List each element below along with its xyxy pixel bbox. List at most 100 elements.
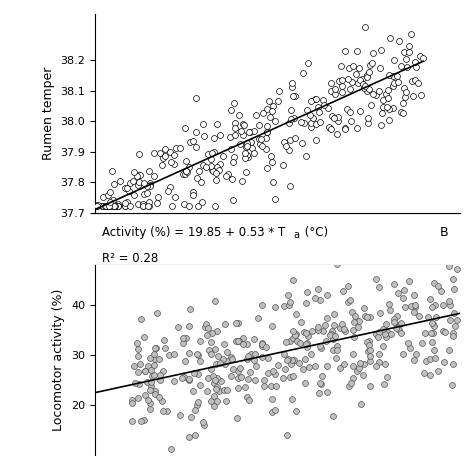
Point [302,340,310,348]
Point [440,358,448,366]
Point [136,360,144,367]
Point [317,381,324,388]
Point [421,329,429,337]
Point [336,77,343,85]
Point [292,331,299,339]
Point [405,277,413,284]
Point [144,203,152,210]
Point [151,172,158,180]
Point [311,294,319,301]
Point [399,294,407,302]
Point [286,374,294,381]
Point [192,128,200,136]
Point [231,119,239,127]
Point [135,394,142,401]
Point [324,292,331,299]
Point [189,137,197,145]
Point [172,193,179,201]
Point [202,320,210,328]
Point [221,360,229,367]
Point [211,203,219,210]
Point [246,369,254,376]
Point [196,357,203,365]
Point [155,393,163,401]
Point [211,345,219,353]
Y-axis label: Locomotor activity (%): Locomotor activity (%) [53,289,65,431]
Point [158,398,166,405]
Point [232,337,240,345]
Point [258,354,266,361]
Point [172,145,180,152]
Point [171,151,178,159]
Point [427,355,434,363]
Point [94,201,102,209]
Point [288,356,296,364]
Point [160,367,167,374]
Point [349,374,356,382]
Point [439,327,447,334]
Point [158,162,166,169]
Point [228,355,236,363]
Point [156,150,164,157]
Point [328,112,336,119]
Point [182,167,190,174]
Point [269,367,277,375]
Point [241,383,248,391]
Point [282,338,290,346]
Point [196,337,203,345]
Point [255,135,263,143]
Point [126,179,134,186]
Point [316,297,323,304]
Point [428,303,436,310]
Point [405,43,412,50]
Point [189,191,197,199]
Point [262,343,270,351]
Point [397,108,404,116]
Point [151,391,158,398]
Point [341,124,348,131]
Point [417,91,425,99]
Point [308,327,315,335]
Point [244,341,251,348]
Point [329,346,337,354]
Point [311,95,319,103]
Point [204,150,211,157]
Point [301,380,309,387]
Point [114,203,122,210]
Point [161,146,169,153]
Point [333,260,340,268]
Point [400,100,407,107]
Point [237,374,245,381]
Point [300,70,307,77]
Point [379,325,386,332]
Point [207,155,215,163]
Point [366,383,374,390]
Point [292,407,300,415]
Point [227,353,235,361]
Point [432,354,439,362]
Point [383,103,391,111]
Point [93,203,100,210]
Point [128,396,136,403]
Point [427,329,435,337]
Point [252,362,259,370]
Y-axis label: Rumen temper: Rumen temper [42,67,55,160]
Point [317,344,324,351]
Point [412,350,420,358]
Point [401,303,409,311]
Point [221,320,228,328]
Point [289,372,297,380]
Point [141,368,148,375]
Point [366,346,374,354]
Point [319,328,327,335]
Point [145,362,152,370]
Point [146,181,154,189]
Point [102,203,109,210]
Point [213,164,221,171]
Point [213,383,220,391]
Point [363,71,371,79]
Point [201,323,209,331]
Point [316,342,323,350]
Point [241,149,249,157]
Point [349,326,357,334]
